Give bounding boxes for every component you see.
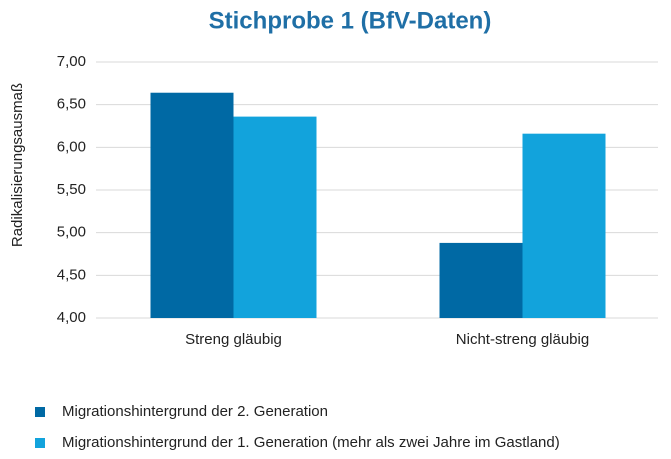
bar (233, 116, 317, 318)
legend-swatch (35, 438, 45, 448)
legend-label: Migrationshintergrund der 2. Generation (62, 403, 328, 420)
bar (522, 133, 606, 318)
y-tick-label: 4,00 (57, 309, 86, 326)
y-tick-label: 6,00 (57, 138, 86, 155)
y-tick-label: 4,50 (57, 266, 86, 283)
y-tick-label: 5,50 (57, 181, 86, 198)
y-axis-label: Radikalisierungsausmaß (9, 83, 26, 247)
x-tick-label: Streng gläubig (185, 331, 282, 348)
chart-title: Stichprobe 1 (BfV-Daten) (209, 7, 492, 34)
legend-swatch (35, 407, 45, 417)
bar (150, 92, 234, 318)
legend-label: Migrationshintergrund der 1. Generation … (62, 434, 560, 451)
y-tick-label: 6,50 (57, 96, 86, 113)
y-tick-label: 5,00 (57, 224, 86, 241)
x-tick-label: Nicht-streng gläubig (456, 331, 589, 348)
y-tick-label: 7,00 (57, 53, 86, 70)
bar (439, 242, 523, 318)
